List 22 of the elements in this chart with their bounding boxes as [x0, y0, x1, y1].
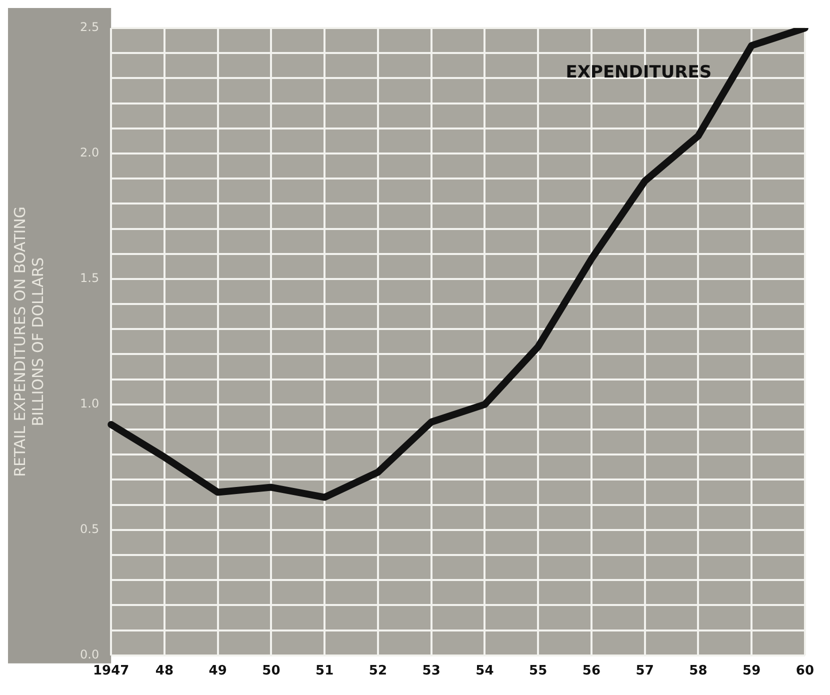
x-tick-label: 59 [742, 664, 761, 679]
x-tick-label: 48 [155, 664, 174, 679]
y-tick-label: 1.5 [80, 271, 100, 286]
x-tick-label: 53 [422, 664, 440, 679]
x-tick-label: 56 [582, 664, 601, 679]
x-tick-label: 54 [476, 664, 494, 679]
x-tick-label: 55 [529, 664, 548, 679]
x-tick-label: 60 [796, 664, 814, 679]
x-tick-label: 51 [316, 664, 334, 679]
y-axis-title: RETAIL EXPENDITURES ON BOATING BILLIONS OF DOLLARS [10, 206, 47, 477]
y-tick-label: 0.5 [80, 522, 100, 536]
x-tick-label: 49 [208, 664, 227, 679]
x-tick-label: 57 [636, 664, 654, 679]
x-tick-label: 50 [262, 664, 280, 679]
x-tick-label: 1947 [92, 664, 130, 679]
series-label: EXPENDITURES [566, 62, 712, 82]
x-tick-label: 52 [368, 664, 388, 679]
y-tick-label: 1.0 [80, 396, 100, 411]
x-tick-label: 58 [689, 664, 708, 679]
y-tick-label: 2.5 [80, 20, 100, 34]
y-tick-label: 2.0 [80, 146, 100, 160]
y-tick-label: 0.0 [80, 648, 100, 662]
